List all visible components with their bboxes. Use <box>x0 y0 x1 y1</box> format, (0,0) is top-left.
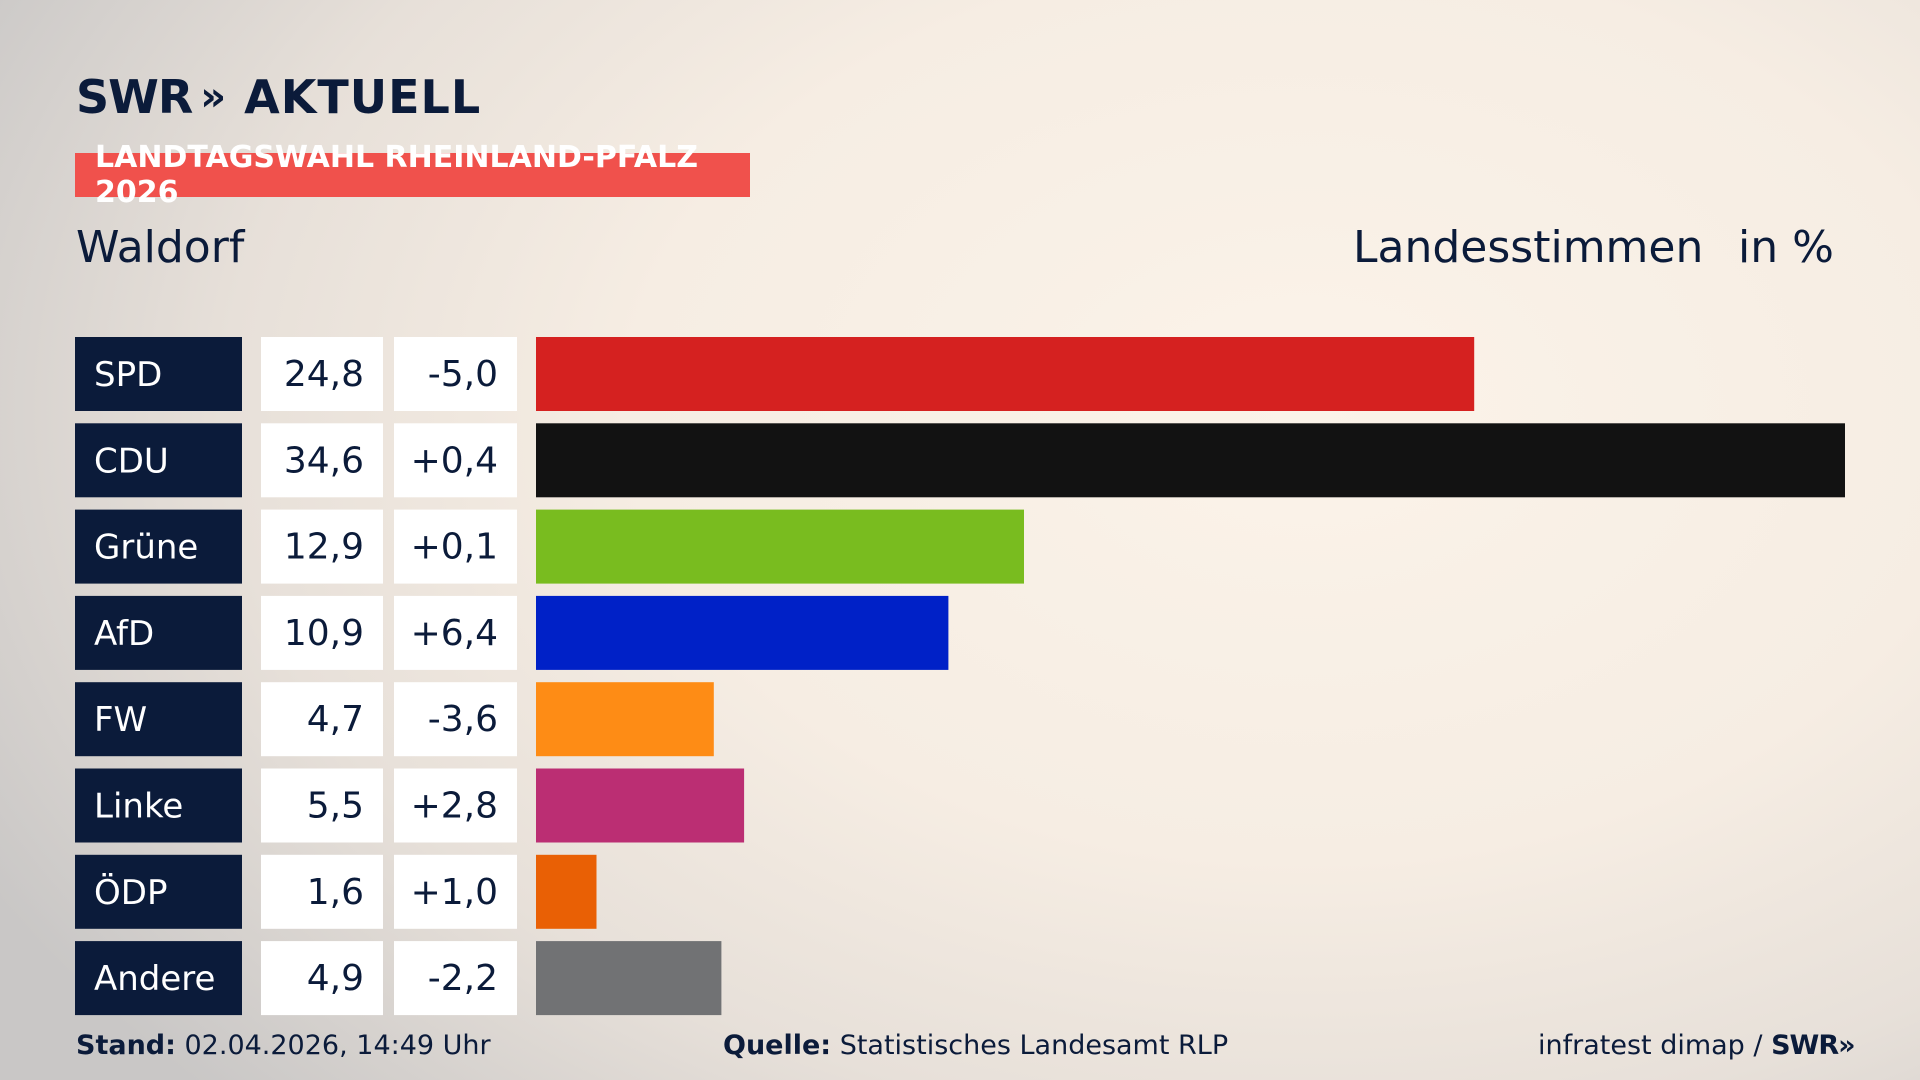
district-title: Waldorf <box>76 222 245 273</box>
bar <box>536 941 722 1016</box>
value-label: 34,6 <box>284 440 364 481</box>
party-label: SPD <box>94 355 162 395</box>
stand-value: 02.04.2026, 14:49 Uhr <box>175 1030 491 1061</box>
logo-aktuell: AKTUELL <box>244 70 482 124</box>
unit-label: in % <box>1738 222 1834 273</box>
change-label: +1,0 <box>411 872 498 913</box>
party-label: Grüne <box>94 528 198 568</box>
bar <box>536 337 1475 411</box>
bar <box>536 682 714 757</box>
swr-aktuell-logo: SWR » AKTUELL <box>76 70 481 124</box>
change-label: +2,8 <box>411 786 498 827</box>
bar <box>536 768 745 843</box>
party-label-box <box>75 423 242 498</box>
value-box <box>261 595 383 670</box>
party-label: ÖDP <box>94 872 167 913</box>
party-label-box <box>75 595 242 670</box>
change-label: +6,4 <box>411 613 498 654</box>
party-label: FW <box>94 700 147 740</box>
source-value: Statistisches Landesamt RLP <box>831 1030 1229 1061</box>
change-box <box>394 941 517 1016</box>
logo-swr: SWR <box>76 70 193 124</box>
bar <box>536 595 949 670</box>
credit-swr-logo: SWR» <box>1771 1030 1855 1061</box>
party-label-box <box>75 941 242 1016</box>
value-label: 4,9 <box>307 958 364 999</box>
credit-text: infratest dimap / <box>1538 1030 1772 1061</box>
party-label-box <box>75 768 242 843</box>
change-box <box>394 854 517 929</box>
bar <box>536 854 597 929</box>
footer-credit: infratest dimap / SWR» <box>1538 1030 1856 1061</box>
change-box <box>394 509 517 584</box>
party-label-box <box>75 337 242 411</box>
value-label: 24,8 <box>284 354 364 395</box>
value-label: 10,9 <box>284 613 364 654</box>
change-label: +0,1 <box>411 527 498 568</box>
party-label: AfD <box>94 614 154 654</box>
change-box <box>394 423 517 498</box>
value-box <box>261 768 383 843</box>
party-label-box <box>75 854 242 929</box>
bar <box>536 423 1845 498</box>
change-label: +0,4 <box>411 440 498 481</box>
value-box <box>261 941 383 1016</box>
party-label: CDU <box>94 441 169 481</box>
change-box <box>394 337 517 411</box>
change-box <box>394 682 517 757</box>
value-label: 1,6 <box>307 872 364 913</box>
bar <box>536 509 1024 584</box>
value-box <box>261 423 383 498</box>
change-label: -3,6 <box>428 699 498 740</box>
value-label: 5,5 <box>307 786 364 827</box>
footer-stand: Stand: 02.04.2026, 14:49 Uhr <box>76 1030 491 1061</box>
value-box <box>261 509 383 584</box>
value-box <box>261 337 383 411</box>
value-box <box>261 854 383 929</box>
stand-label: Stand: <box>76 1030 176 1061</box>
party-label: Andere <box>94 959 215 999</box>
value-label: 4,7 <box>307 699 364 740</box>
change-label: -5,0 <box>428 354 498 395</box>
change-box <box>394 595 517 670</box>
footer-source: Quelle: Statistisches Landesamt RLP <box>723 1030 1228 1061</box>
party-label-box <box>75 509 242 584</box>
metric-label: Landesstimmen <box>1353 222 1704 273</box>
party-label-box <box>75 682 242 757</box>
party-label: Linke <box>94 787 183 827</box>
value-box <box>261 682 383 757</box>
value-label: 12,9 <box>284 527 364 568</box>
change-box <box>394 768 517 843</box>
source-label: Quelle: <box>723 1030 832 1061</box>
change-label: -2,2 <box>428 958 498 999</box>
